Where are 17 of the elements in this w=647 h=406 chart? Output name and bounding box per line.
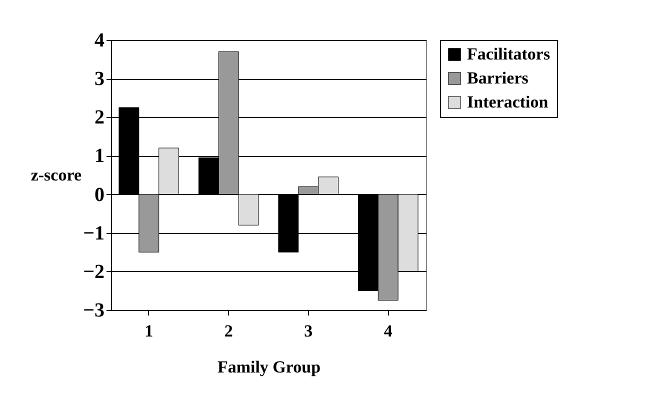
x-tick-label: 4 xyxy=(384,322,393,340)
y-tick-label: −2 xyxy=(83,260,104,283)
x-tick-label: 3 xyxy=(304,322,313,340)
legend-label: Barriers xyxy=(467,68,529,88)
y-tick-label: −3 xyxy=(83,300,104,322)
y-tick-label: 3 xyxy=(94,68,104,90)
y-tick-label: 4 xyxy=(94,30,104,52)
y-tick-label: −1 xyxy=(83,222,104,244)
y-tick-label: 0 xyxy=(94,184,104,206)
x-axis-title: Family Group xyxy=(217,358,321,376)
legend-label: Interaction xyxy=(467,92,549,112)
x-tick-label: 2 xyxy=(224,322,233,340)
x-tick-label: 1 xyxy=(144,322,154,340)
legend-label: Facilitators xyxy=(467,44,550,64)
y-tick-label: 1 xyxy=(94,145,104,168)
y-axis-title: z-score xyxy=(30,166,82,184)
y-tick-label: 2 xyxy=(94,106,104,129)
